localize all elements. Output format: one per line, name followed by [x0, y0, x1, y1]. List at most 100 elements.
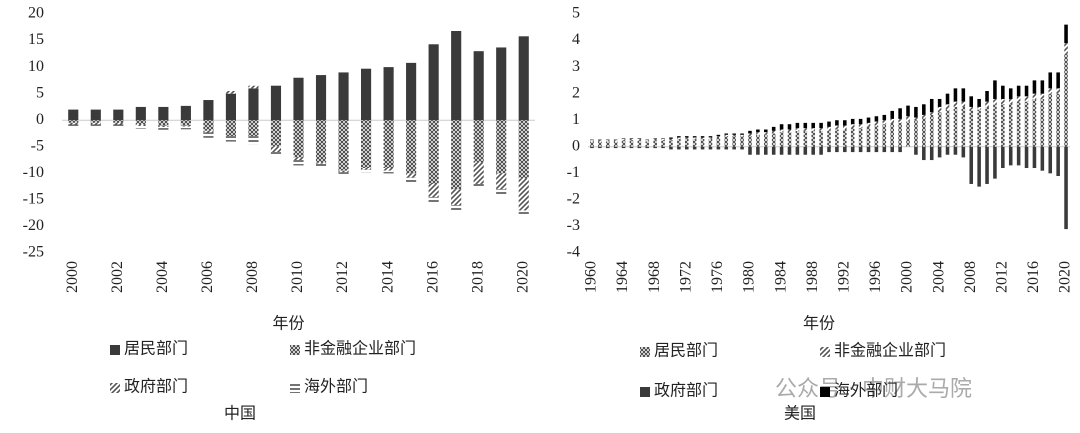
- bar: [1024, 85, 1029, 97]
- x-tick-label: 2004: [930, 261, 947, 293]
- bar: [653, 138, 657, 139]
- bar: [637, 146, 642, 149]
- bar: [993, 80, 997, 99]
- bar: [874, 116, 879, 122]
- bar: [590, 140, 594, 142]
- y-tick-label: 3: [572, 58, 580, 75]
- bar: [661, 138, 665, 141]
- bar: [113, 122, 124, 125]
- bar: [969, 106, 974, 110]
- bar: [613, 146, 618, 149]
- bar: [1056, 88, 1060, 94]
- y-tick-label: 10: [28, 58, 44, 75]
- bar: [771, 130, 776, 134]
- bar: [819, 122, 823, 129]
- x-tick-label: 2008: [244, 261, 261, 293]
- bar: [803, 122, 808, 129]
- bar: [473, 183, 484, 187]
- bar: [740, 136, 744, 147]
- bar: [684, 136, 689, 138]
- bar: [180, 125, 191, 127]
- bar: [1040, 80, 1045, 94]
- bar: [740, 146, 744, 150]
- bar: [637, 138, 642, 141]
- bar: [629, 146, 634, 149]
- bar: [180, 120, 191, 126]
- legend-label: 居民部门: [654, 342, 718, 360]
- bar: [945, 104, 950, 110]
- bar: [677, 146, 681, 150]
- bar: [787, 129, 792, 133]
- bar: [135, 124, 146, 127]
- bar: [629, 140, 634, 147]
- bar: [383, 168, 394, 171]
- bar: [637, 140, 642, 147]
- bar: [756, 146, 760, 155]
- y-tick-label: 5: [36, 84, 44, 101]
- bar: [158, 127, 169, 130]
- x-tick-label: 1980: [741, 261, 758, 293]
- bar: [882, 114, 887, 121]
- bar: [985, 146, 989, 184]
- bar: [843, 125, 847, 130]
- bar: [692, 137, 697, 139]
- bar: [748, 130, 752, 134]
- bar: [882, 120, 887, 125]
- bar: [613, 141, 618, 147]
- bar: [90, 109, 101, 121]
- x-tick-label: 2000: [64, 261, 81, 293]
- bar: [338, 72, 349, 121]
- bar: [732, 134, 736, 137]
- bar: [1040, 98, 1045, 147]
- bar: [993, 98, 997, 105]
- bar: [811, 128, 815, 131]
- bar: [874, 125, 879, 147]
- bar: [937, 146, 942, 158]
- bar: [700, 138, 705, 147]
- caption: 中国: [224, 405, 256, 423]
- bar: [383, 67, 394, 121]
- bar: [874, 121, 879, 126]
- bar: [716, 134, 721, 137]
- bar: [898, 122, 902, 147]
- bar: [590, 139, 594, 141]
- bar: [598, 141, 602, 147]
- bar: [361, 120, 372, 169]
- bar: [684, 138, 689, 147]
- bar: [953, 88, 958, 102]
- bar: [135, 106, 146, 121]
- bar: [293, 120, 304, 158]
- bar: [977, 109, 981, 147]
- bar: [473, 162, 484, 184]
- x-axis-label: 年份: [803, 315, 835, 333]
- bar: [203, 100, 214, 121]
- x-tick-label: 2014: [379, 261, 396, 293]
- bar: [180, 126, 191, 130]
- bar: [518, 36, 529, 121]
- bar: [248, 120, 259, 137]
- y-tick-label: -3: [567, 217, 580, 234]
- bar: [795, 146, 800, 155]
- bar: [874, 146, 879, 153]
- bar: [315, 163, 327, 167]
- y-tick-label: 5: [572, 5, 580, 22]
- bar: [1064, 53, 1068, 147]
- bar: [835, 146, 839, 153]
- bar: [406, 173, 417, 178]
- x-tick-label: 1968: [646, 261, 663, 293]
- y-tick-label: 15: [28, 31, 44, 48]
- bar: [850, 146, 855, 153]
- bar: [748, 146, 752, 155]
- y-tick-label: -25: [23, 244, 44, 261]
- bar: [1016, 146, 1021, 166]
- bar: [1032, 80, 1037, 94]
- bar: [293, 157, 304, 161]
- bar: [451, 30, 462, 121]
- bar: [835, 129, 839, 147]
- x-tick-label: 2002: [109, 261, 126, 293]
- bar: [637, 138, 642, 139]
- bar: [270, 146, 282, 153]
- bar: [645, 140, 650, 142]
- bar: [985, 101, 989, 107]
